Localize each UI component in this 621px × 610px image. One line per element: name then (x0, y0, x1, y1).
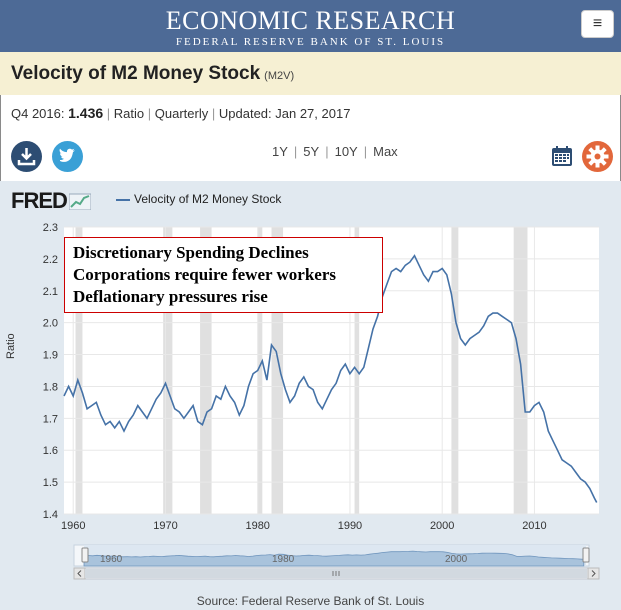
x-tick-label: 2000 (430, 520, 454, 532)
scroll-right-button[interactable] (587, 567, 600, 580)
y-tick-label: 1.9 (43, 350, 58, 362)
series-code: (M2V) (264, 70, 295, 82)
recession-band (271, 227, 284, 514)
latest-period: Q4 2016: (11, 106, 65, 121)
navigator-label: 1980 (272, 554, 295, 565)
latest-value: 1.436 (68, 105, 104, 121)
recession-band (75, 227, 83, 514)
fred-chart-logo-icon (68, 193, 92, 211)
chevron-right-icon (591, 570, 596, 577)
annotation-line: Deflationary pressures rise (73, 287, 268, 306)
series-units: Ratio (113, 106, 145, 121)
scrollbar-grip-icon (332, 571, 340, 576)
range-1y[interactable]: 1Y (272, 144, 288, 159)
series-title: Velocity of M2 Money Stock (M2V) (11, 63, 294, 85)
legend-swatch (116, 199, 130, 201)
y-tick-label: 1.6 (43, 445, 58, 457)
y-tick-label: 1.5 (43, 477, 58, 489)
recession-band (163, 227, 173, 514)
y-tick-label: 1.4 (43, 509, 58, 521)
annotation-line: Discretionary Spending Declines (73, 243, 309, 262)
navigator-label: 1960 (100, 554, 123, 565)
navigator-series (83, 550, 585, 567)
download-icon[interactable] (11, 141, 42, 172)
series-updated: Updated: Jan 27, 2017 (218, 106, 351, 121)
recession-band (257, 227, 263, 514)
recession-band (451, 227, 459, 514)
site-header: ECONOMIC RESEARCH FEDERAL RESERVE BANK O… (0, 0, 621, 52)
y-tick-label: 2.2 (43, 254, 58, 266)
y-tick-label: 1.7 (43, 413, 58, 425)
recession-band (200, 227, 212, 514)
range-max[interactable]: Max (373, 144, 398, 159)
navigator-handle-left[interactable] (81, 547, 89, 563)
annotation-line: Corporations require fewer workers (73, 265, 336, 284)
site-title[interactable]: ECONOMIC RESEARCH (165, 6, 456, 35)
site-subtitle: FEDERAL RESERVE BANK OF ST. LOUIS (175, 36, 446, 48)
series-meta: Q4 2016: 1.436 | Ratio | Quarterly | Upd… (11, 105, 351, 121)
x-tick-label: 1990 (338, 520, 362, 532)
y-tick-label: 2.0 (43, 318, 58, 330)
annotation-box: Discretionary Spending Declines Corporat… (64, 237, 383, 313)
date-range-selector: 1Y | 5Y | 10Y | Max (272, 144, 398, 159)
y-tick-label: 1.8 (43, 381, 58, 393)
scroll-left-button[interactable] (73, 567, 86, 580)
fred-brand: FRED (11, 188, 68, 213)
series-frequency: Quarterly (154, 106, 209, 121)
legend-label: Velocity of M2 Money Stock (134, 192, 282, 206)
x-tick-label: 1980 (245, 520, 269, 532)
x-tick-label: 1960 (61, 520, 85, 532)
x-tick-label: 1970 (153, 520, 177, 532)
chart-source: Source: Federal Reserve Bank of St. Loui… (196, 594, 425, 608)
navigator-handle-right[interactable] (582, 547, 590, 563)
gear-icon[interactable] (582, 141, 613, 172)
chevron-left-icon (77, 570, 82, 577)
range-10y[interactable]: 10Y (334, 144, 358, 159)
hamburger-menu-icon[interactable]: ≡ (581, 10, 614, 38)
range-5y[interactable]: 5Y (303, 144, 320, 159)
series-title-bar: Velocity of M2 Money Stock (M2V) (0, 52, 621, 95)
series-title-text: Velocity of M2 Money Stock (11, 63, 261, 84)
y-tick-label: 2.1 (43, 286, 58, 298)
twitter-icon[interactable] (52, 141, 83, 172)
y-tick-label: 2.3 (43, 222, 58, 234)
calendar-icon[interactable] (551, 145, 573, 167)
series-line (63, 254, 598, 503)
x-tick-label: 2010 (522, 520, 546, 532)
navigator-label: 2000 (445, 554, 468, 565)
fred-logo: FRED (11, 188, 92, 214)
